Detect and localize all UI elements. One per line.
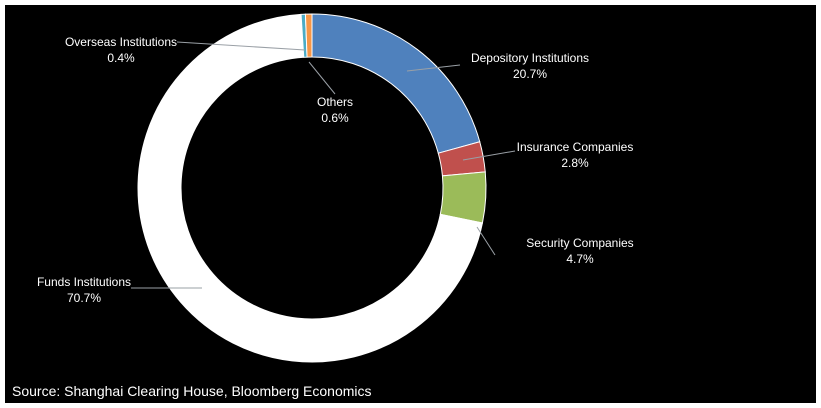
label-name: Depository Institutions bbox=[470, 51, 590, 65]
leader-others bbox=[308, 61, 336, 95]
source-note: Source: Shanghai Clearing House, Bloombe… bbox=[12, 383, 372, 399]
label-value: 20.7% bbox=[512, 67, 548, 81]
label-overseas-institutions: Overseas Institutions 0.4% bbox=[56, 34, 186, 66]
label-depository-institutions: Depository Institutions 20.7% bbox=[460, 50, 600, 82]
label-name: Others bbox=[316, 95, 353, 109]
label-name: Funds Institutions bbox=[36, 275, 132, 289]
label-name: Insurance Companies bbox=[516, 140, 634, 154]
label-value: 2.8% bbox=[561, 156, 589, 170]
leader-security bbox=[476, 226, 496, 256]
label-value: 0.6% bbox=[321, 111, 349, 125]
label-value: 0.4% bbox=[107, 51, 135, 65]
label-security-companies: Security Companies 4.7% bbox=[520, 235, 640, 267]
label-value: 70.7% bbox=[66, 291, 102, 305]
chart-panel: Overseas Institutions 0.4% Others 0.6% D… bbox=[5, 5, 816, 403]
leader-overseas bbox=[176, 41, 306, 51]
slice-depository-institutions bbox=[311, 13, 481, 154]
label-insurance-companies: Insurance Companies 2.8% bbox=[510, 139, 640, 171]
donut-chart bbox=[131, 13, 516, 363]
label-name: Overseas Institutions bbox=[64, 35, 178, 49]
leader-depository bbox=[406, 64, 461, 72]
leader-insurance bbox=[462, 150, 516, 161]
slice-others bbox=[304, 13, 313, 58]
label-funds-institutions: Funds Institutions 70.7% bbox=[29, 274, 139, 306]
label-others: Others 0.6% bbox=[300, 94, 370, 126]
slice-funds-institutions bbox=[137, 13, 484, 363]
label-value: 4.7% bbox=[566, 252, 594, 266]
label-name: Security Companies bbox=[526, 236, 634, 250]
